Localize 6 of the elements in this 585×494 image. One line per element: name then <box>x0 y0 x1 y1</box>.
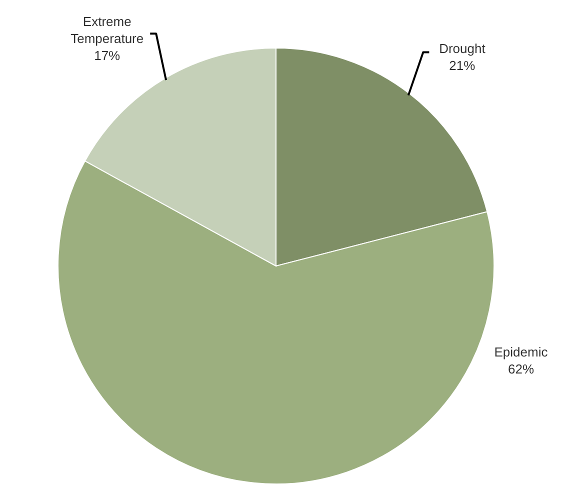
slice-label: Drought <box>439 41 486 56</box>
slice-label: Epidemic <box>494 344 548 360</box>
data-label: 62% <box>508 362 534 377</box>
data-label: 17% <box>94 48 121 64</box>
slice-label: Extreme Temperature <box>70 14 144 46</box>
data-label: 21% <box>449 58 476 74</box>
